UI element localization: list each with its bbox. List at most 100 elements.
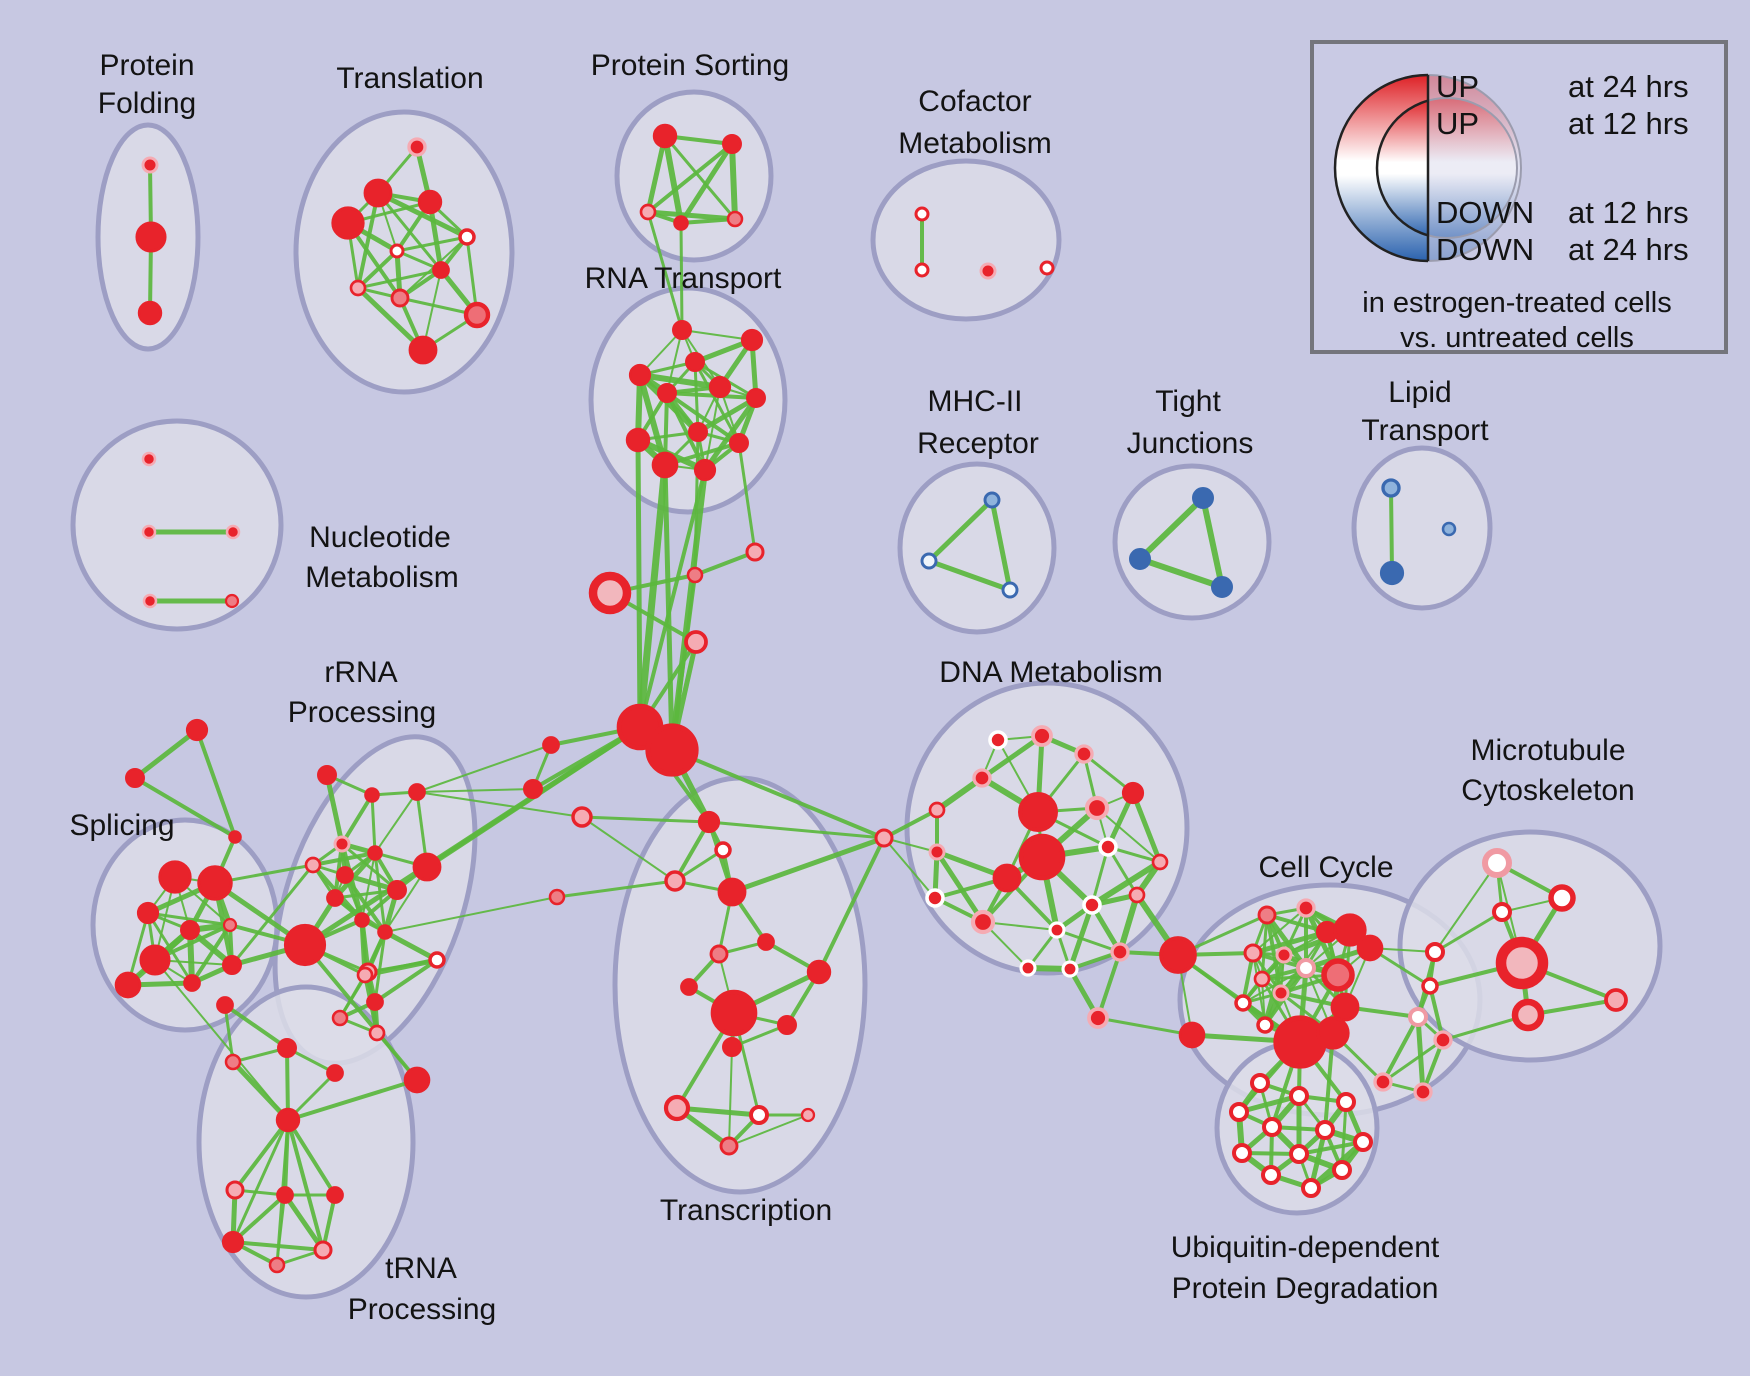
edge [223,1003,289,1050]
node-cc-20 [1373,1072,1393,1092]
node-cf-2 [979,262,997,280]
cluster-ellipse-lp [1351,445,1493,611]
legend-time-label: at 12 hrs [1568,195,1689,230]
node-m-4 [1511,998,1545,1032]
node-dna-21 [1087,1007,1109,1029]
edge [729,835,887,895]
node-dna-7 [1018,792,1058,832]
node-spl-1 [197,865,233,901]
node-nm-4 [224,593,240,609]
node-m-3 [1495,936,1549,990]
node-spl-0 [158,860,192,894]
legend-inner-ring-12h [1375,99,1428,237]
node-pf-1 [135,221,167,253]
node-tl-5 [389,243,405,259]
edge [707,820,886,840]
cluster-label-cc: Cell Cycle [1258,851,1393,884]
node-spl-6 [183,974,201,992]
node-rt-9 [729,433,749,453]
node-dna-5 [874,828,894,848]
node-nm-0 [141,451,157,467]
edge [1096,950,1122,1020]
edge [282,1192,326,1253]
node-rt-0 [672,320,692,340]
node-nm-3 [142,593,158,609]
edge [332,850,378,901]
cluster-label-m: Cytoskeleton [1461,774,1634,807]
cluster-label-mh: MHC-II [928,385,1023,418]
edge [154,959,289,1121]
legend-time-label: at 24 hrs [1568,69,1689,104]
edge [231,1240,325,1252]
node-rt-6 [746,388,766,408]
edge [679,221,684,332]
node-ps-1 [722,134,742,154]
node-tr-6 [680,978,698,996]
edge [581,816,676,882]
edge [373,930,387,1004]
edge [324,772,345,847]
edge [1055,928,1122,954]
legend: UP at 24 hrs UP at 12 hrs DOWN at 12 hrs DOWN a… [1310,40,1728,354]
node-rr-8 [387,880,407,900]
node-ch-1 [686,566,704,584]
edge [989,497,1013,593]
edge [817,836,886,974]
node-cc-19 [1433,1030,1453,1050]
edge [926,497,995,564]
edge [1389,486,1394,575]
edge [356,268,443,290]
cluster-label-spl: Splicing [69,809,174,842]
node-dna-18 [1128,886,1146,904]
node-mh-2 [1001,581,1019,599]
node-spl-7 [222,955,242,975]
node-cf-3 [1039,260,1055,276]
node-pf-0 [141,156,159,174]
node-rr-3 [333,835,351,853]
node-m-0 [1482,848,1512,878]
node-tr-10 [722,1037,742,1057]
edge [373,958,439,1004]
edge [340,793,374,846]
node-rt-2 [685,352,705,372]
node-dna-13 [1151,853,1169,871]
node-rt-1 [740,328,764,352]
node-tr-14 [719,1136,739,1156]
edge [635,437,643,730]
node-tl-10 [408,335,438,365]
edge [1096,807,1161,863]
edge [231,1118,290,1244]
edge [1130,790,1163,865]
edge [926,558,1013,593]
node-rr-10 [354,912,370,928]
cluster-label-t: tRNA [385,1252,457,1285]
node-rt-5 [708,375,732,399]
node-dna-24 [1019,959,1037,977]
node-cc-21 [1413,1082,1433,1102]
legend-time-label: at 12 hrs [1568,106,1689,141]
node-rr-17 [356,966,374,984]
node-dna-12 [1098,837,1118,857]
edge [286,1078,419,1122]
cluster-ellipse-mh [897,461,1057,635]
node-dna-4 [928,801,946,819]
node-cc-12 [1330,992,1360,1022]
node-mh-1 [920,552,938,570]
node-cc-9 [1253,970,1271,988]
node-dna-9 [992,863,1022,893]
edge [555,879,677,899]
node-dna-17 [1048,921,1066,939]
edge [645,133,668,215]
node-rt-3 [628,363,652,387]
edge [882,808,939,840]
node-pf-2 [137,300,163,326]
edge [416,788,534,793]
node-rt-7 [688,422,708,442]
node-u-3 [1229,1102,1249,1122]
node-cc-4 [1356,934,1384,962]
node-rr-9 [326,889,344,907]
edge [1250,929,1330,956]
edge [673,820,711,883]
edge [286,1118,337,1197]
